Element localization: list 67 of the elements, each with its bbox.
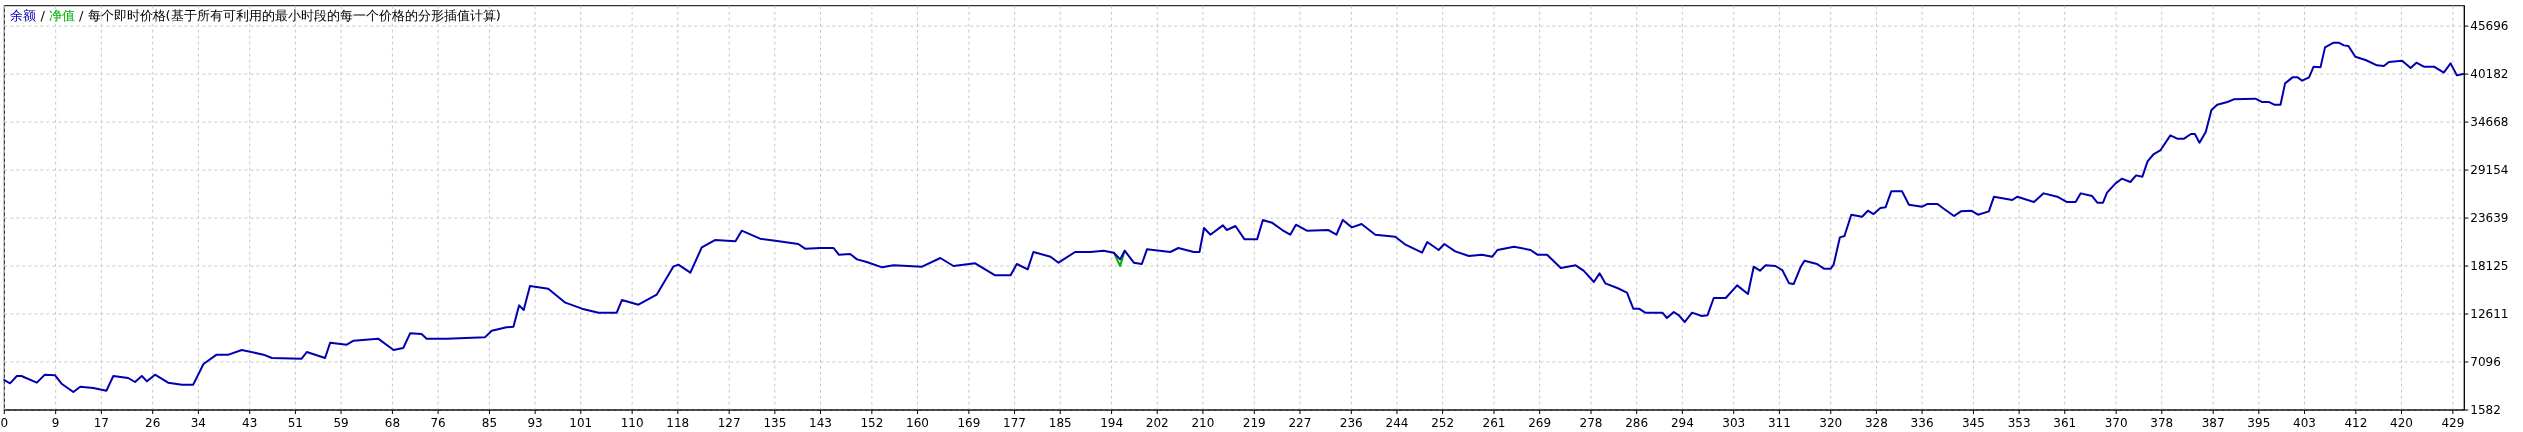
x-tick-label: 110 (620, 416, 644, 430)
x-tick-label: 378 (2150, 416, 2174, 430)
x-tick-label: 210 (1191, 416, 1215, 430)
x-tick-label: 370 (2104, 416, 2128, 430)
x-tick-label: 177 (1003, 416, 1027, 430)
x-tick-label: 219 (1242, 416, 1266, 430)
x-tick-label: 429 (2441, 416, 2465, 430)
x-tick-label: 26 (145, 416, 161, 430)
x-tick-label: 387 (2201, 416, 2225, 430)
chart-title: 每个即时价格(基于所有可利用的最小时段的每一个价格的分形插值计算) (87, 7, 501, 23)
x-tick-label: 328 (1864, 416, 1888, 430)
x-tick-label: 68 (384, 416, 401, 430)
x-tick-label: 202 (1145, 416, 1169, 430)
x-tick-label: 194 (1100, 416, 1124, 430)
x-tick-label: 412 (2344, 416, 2368, 430)
y-tick-label: 29154 (2470, 163, 2509, 178)
x-tick-label: 169 (957, 416, 981, 430)
x-tick-label: 320 (1819, 416, 1843, 430)
x-tick-label: 9 (51, 416, 60, 430)
x-tick-label: 51 (287, 416, 304, 430)
line-series (3, 41, 2465, 393)
x-tick-label: 403 (2293, 416, 2316, 430)
x-tick-label: 17 (93, 416, 109, 430)
annotation: / (74, 7, 88, 23)
annotation: / (36, 7, 49, 23)
x-tick-label: 135 (763, 416, 787, 430)
x-tick-label: 261 (1482, 416, 1506, 430)
x-tick-label: 361 (2053, 416, 2077, 430)
x-tick-label: 0 (0, 416, 9, 430)
y-tick-label: 23639 (2470, 211, 2509, 226)
x-tick-label: 420 (2390, 416, 2413, 430)
x-tick-label: 101 (569, 416, 593, 430)
x-tick-label: 278 (1579, 416, 1603, 430)
y-tick-label: 1582 (2470, 403, 2501, 417)
x-tick-label: 294 (1670, 416, 1694, 430)
x-tick-label: 395 (2247, 416, 2271, 430)
x-tick-label: 269 (1528, 416, 1552, 430)
x-tick-label: 160 (906, 416, 929, 430)
x-tick-label: 152 (860, 416, 884, 430)
y-tick-label: 7096 (2470, 355, 2501, 370)
x-tick-label: 252 (1431, 416, 1455, 430)
y-tick-label: 45696 (2470, 19, 2509, 34)
x-tick-label: 34 (190, 416, 206, 430)
x-tick-label: 345 (1961, 416, 1985, 430)
text: 净值 (48, 7, 75, 23)
x-tick-label: 227 (1288, 416, 1312, 430)
text: 余额 (10, 7, 37, 23)
x-tick-label: 244 (1385, 416, 1409, 430)
y-tick-label: 18125 (2470, 259, 2509, 274)
x-tick-label: 143 (809, 416, 832, 430)
x-tick-label: 353 (2007, 416, 2031, 430)
x-tick-label: 93 (527, 416, 543, 430)
y-tick-label: 40182 (2470, 67, 2509, 82)
x-tick-label: 185 (1048, 416, 1072, 430)
x-tick-label: 85 (481, 416, 498, 430)
x-tick-label: 127 (717, 416, 741, 430)
y-tick-label: 12611 (2470, 307, 2509, 322)
x-tick-label: 336 (1910, 416, 1934, 430)
x-tick-label: 236 (1339, 416, 1363, 430)
x-tick-label: 311 (1767, 416, 1791, 430)
x-tick-label: 303 (1722, 416, 1746, 430)
x-tick-label: 286 (1625, 416, 1649, 430)
x-tick-label: 118 (666, 416, 690, 430)
x-tick-label: 43 (242, 416, 258, 430)
x-tick-label: 59 (333, 416, 349, 430)
x-tick-label: 76 (430, 416, 446, 430)
y-tick-label: 34668 (2470, 115, 2509, 130)
